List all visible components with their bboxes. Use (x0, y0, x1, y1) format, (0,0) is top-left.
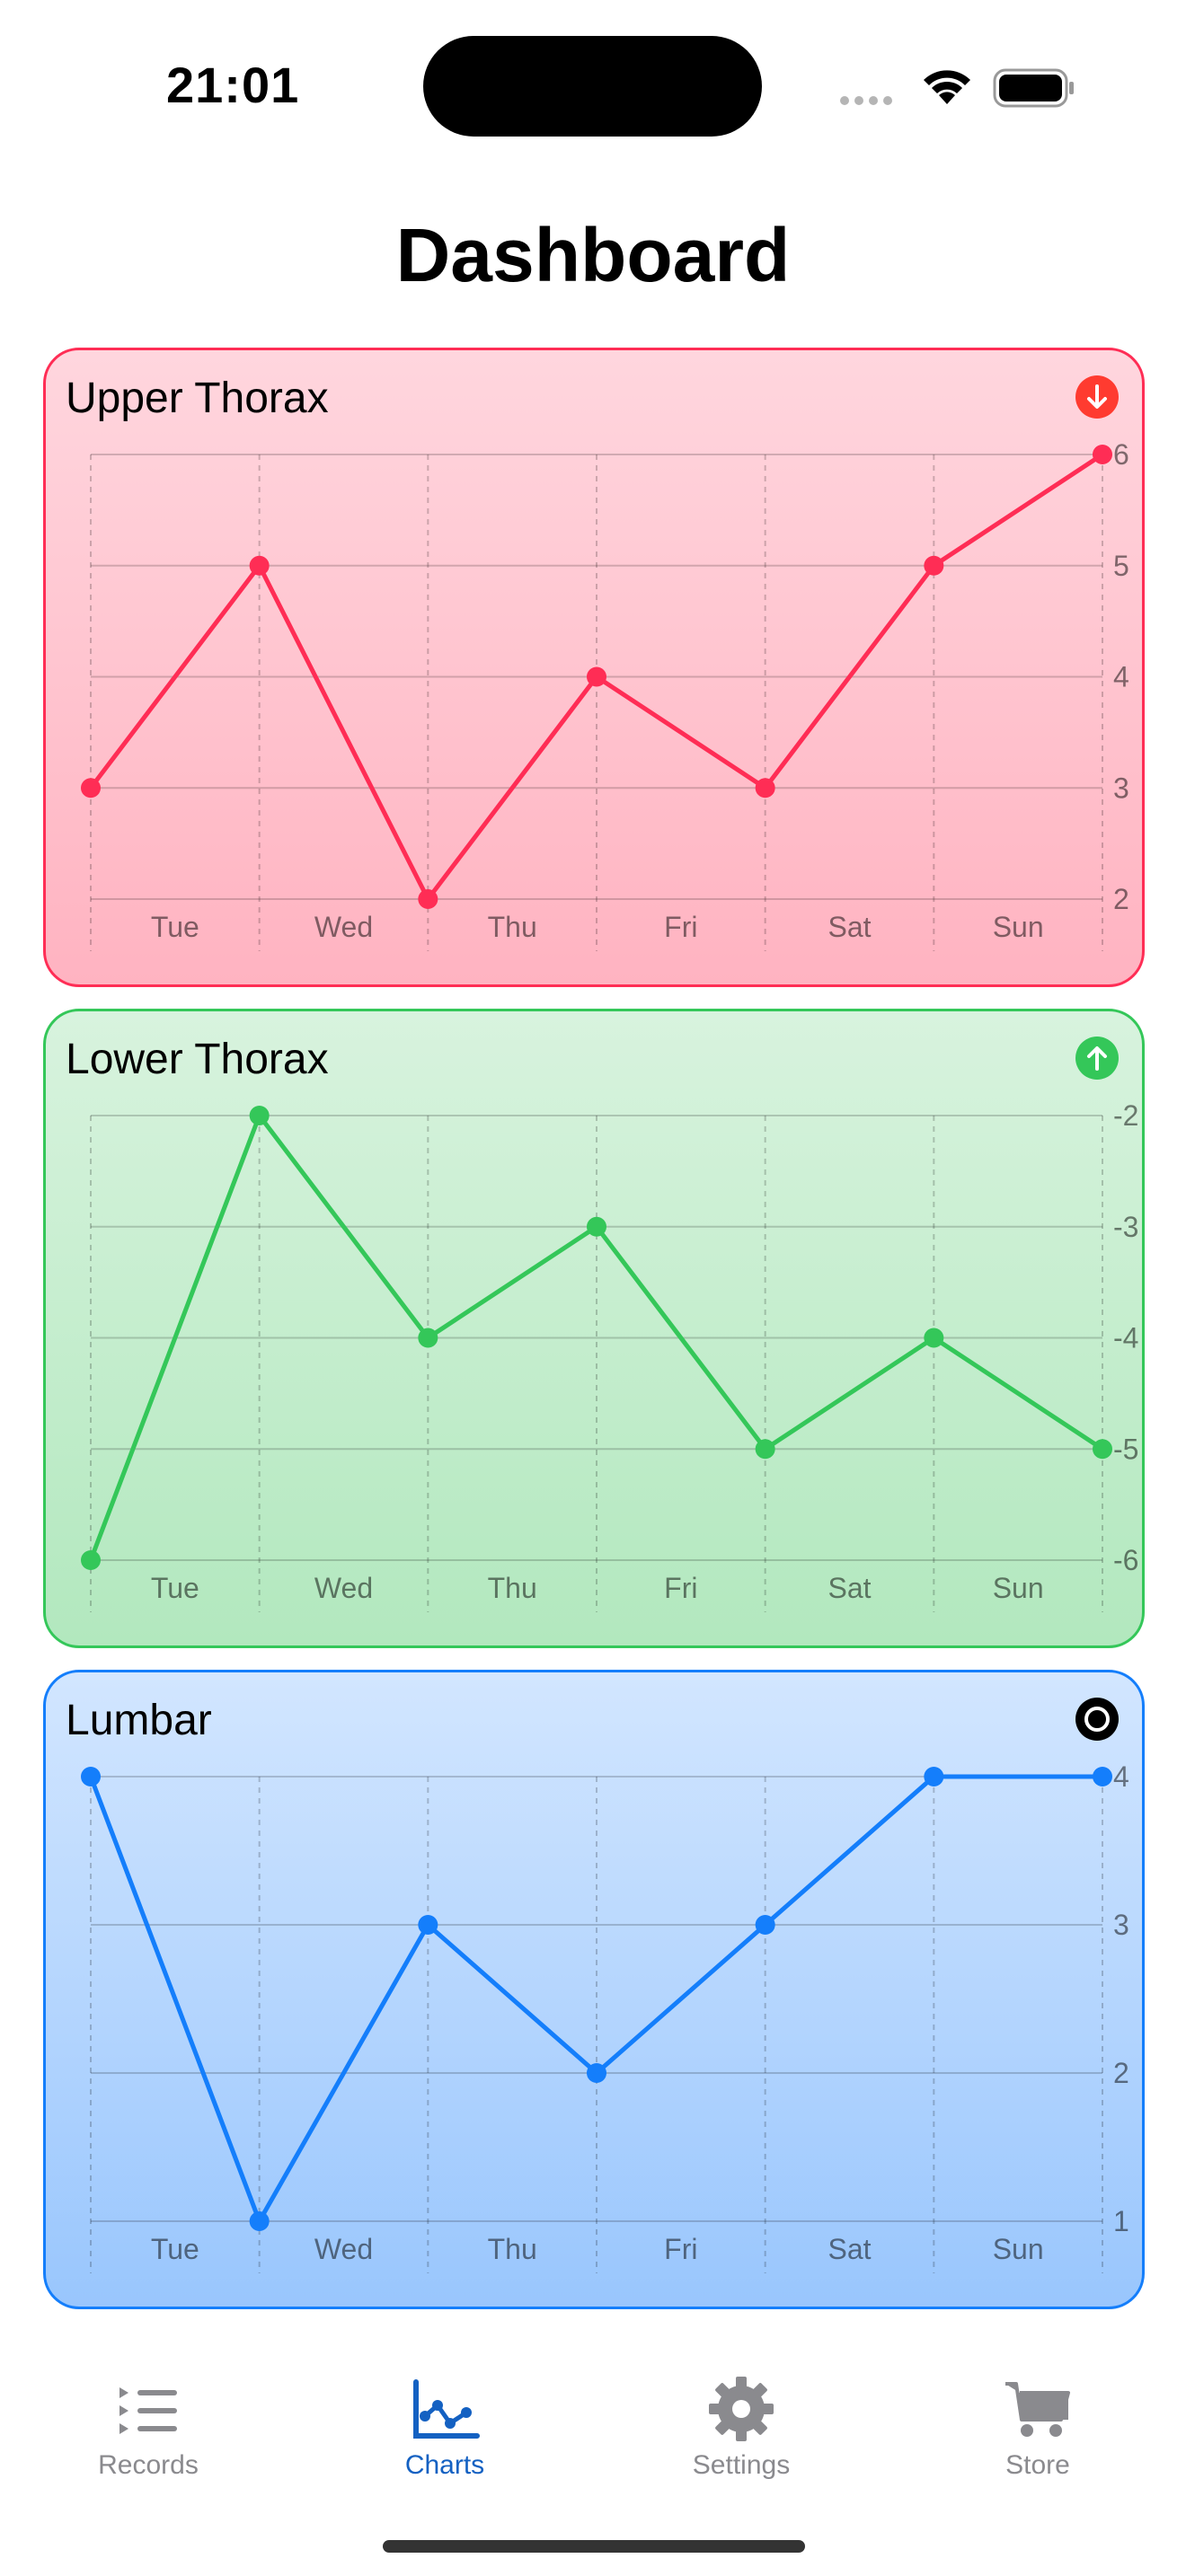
tab-bar: Records Charts Settings (0, 2335, 1186, 2576)
data-point (1093, 1439, 1112, 1460)
y-tick-label: 3 (1113, 772, 1129, 804)
list-icon (119, 2387, 177, 2434)
chart-card-lower-thorax[interactable]: Lower Thorax -2 -3 -4 -5 -6 Tue Wed Thu Fri Sat Su… (43, 1009, 1145, 1648)
x-tick-label: Wed (314, 2233, 373, 2265)
data-point (587, 666, 606, 687)
y-tick-label: 4 (1113, 1760, 1129, 1793)
data-point (755, 778, 775, 798)
x-tick-label: Wed (314, 1572, 373, 1604)
x-tick-label: Sat (828, 1572, 871, 1604)
x-tick-label: Sat (828, 911, 871, 943)
x-tick-label: Sun (993, 1572, 1044, 1604)
status-bar: 21:01 (0, 0, 1186, 171)
data-point (1093, 1767, 1112, 1786)
y-tick-label: 1 (1113, 2205, 1129, 2237)
y-tick-label: 6 (1113, 438, 1129, 471)
dynamic-island (423, 36, 762, 137)
arrow-down-circle-icon (1075, 375, 1119, 419)
tab-label: Records (98, 2450, 199, 2480)
y-tick-label: -4 (1113, 1322, 1138, 1354)
data-point (81, 778, 101, 798)
y-tick-label: -2 (1113, 1099, 1138, 1132)
tab-store[interactable]: Store (930, 2373, 1146, 2481)
tab-records[interactable]: Records (40, 2373, 256, 2481)
data-point (924, 1767, 944, 1786)
chart-icon (413, 2379, 480, 2439)
y-tick-label: 2 (1113, 2057, 1129, 2089)
chart-title: Lower Thorax (66, 1036, 329, 1083)
cart-icon (1005, 2382, 1070, 2437)
tab-label: Charts (404, 2450, 485, 2480)
data-point (249, 555, 270, 576)
line-chart: 2 3 4 5 6 Tue Wed Thu Fri Sat Sun (81, 438, 1129, 951)
data-point (418, 889, 438, 909)
tab-settings[interactable]: Settings (633, 2373, 849, 2481)
y-tick-label: 3 (1113, 1909, 1129, 1941)
cellular-signal-icon (840, 93, 898, 110)
x-tick-label: Thu (488, 1572, 537, 1604)
page-title: Dashboard (395, 213, 791, 297)
data-point (755, 1915, 775, 1935)
data-point (249, 1106, 270, 1125)
data-point (81, 1550, 101, 1570)
tab-charts[interactable]: Charts (337, 2373, 553, 2481)
line-chart: -2 -3 -4 -5 -6 Tue Wed Thu Fri Sat Sun (81, 1099, 1138, 1612)
data-point (587, 1216, 606, 1237)
x-tick-label: Tue (151, 2233, 199, 2265)
x-tick-label: Fri (664, 911, 697, 943)
y-tick-label: -5 (1113, 1433, 1138, 1465)
x-tick-label: Thu (488, 911, 537, 943)
data-point (81, 1767, 101, 1786)
y-tick-label: 4 (1113, 661, 1129, 693)
battery-icon (993, 68, 1074, 108)
x-tick-label: Tue (151, 1572, 199, 1604)
data-point (249, 2211, 270, 2231)
home-indicator (383, 2540, 805, 2553)
data-point (1093, 445, 1112, 464)
chart-title: Lumbar (66, 1697, 212, 1744)
data-point (924, 1328, 944, 1348)
data-point (418, 1328, 438, 1348)
wifi-icon (924, 70, 970, 104)
y-tick-label: 2 (1113, 883, 1129, 915)
gear-icon (709, 2377, 774, 2441)
line-chart: 1 2 3 4 Tue Wed Thu Fri Sat Sun (81, 1760, 1129, 2273)
target-circle-icon (1075, 1698, 1119, 1741)
x-tick-label: Sat (828, 2233, 871, 2265)
chart-card-lumbar[interactable]: Lumbar 1 2 3 4 Tue Wed Thu Fri Sat Sun (43, 1670, 1145, 2309)
tab-label: Settings (692, 2450, 791, 2480)
x-tick-label: Wed (314, 911, 373, 943)
status-time: 21:01 (166, 57, 300, 113)
y-tick-label: -6 (1113, 1544, 1138, 1576)
x-tick-label: Tue (151, 911, 199, 943)
arrow-up-circle-icon (1075, 1037, 1119, 1080)
x-tick-label: Thu (488, 2233, 537, 2265)
y-tick-label: 5 (1113, 550, 1129, 582)
data-point (924, 555, 944, 576)
chart-card-upper-thorax[interactable]: Upper Thorax 2 3 4 5 6 Tue Wed Thu Fri Sat Sun (43, 348, 1145, 987)
data-point (587, 2063, 606, 2083)
data-point (418, 1915, 438, 1935)
x-tick-label: Sun (993, 911, 1044, 943)
tab-label: Store (1005, 2450, 1070, 2480)
data-point (755, 1439, 775, 1460)
x-tick-label: Sun (993, 2233, 1044, 2265)
x-tick-label: Fri (664, 1572, 697, 1604)
chart-title: Upper Thorax (66, 375, 329, 422)
x-tick-label: Fri (664, 2233, 697, 2265)
y-tick-label: -3 (1113, 1211, 1138, 1243)
